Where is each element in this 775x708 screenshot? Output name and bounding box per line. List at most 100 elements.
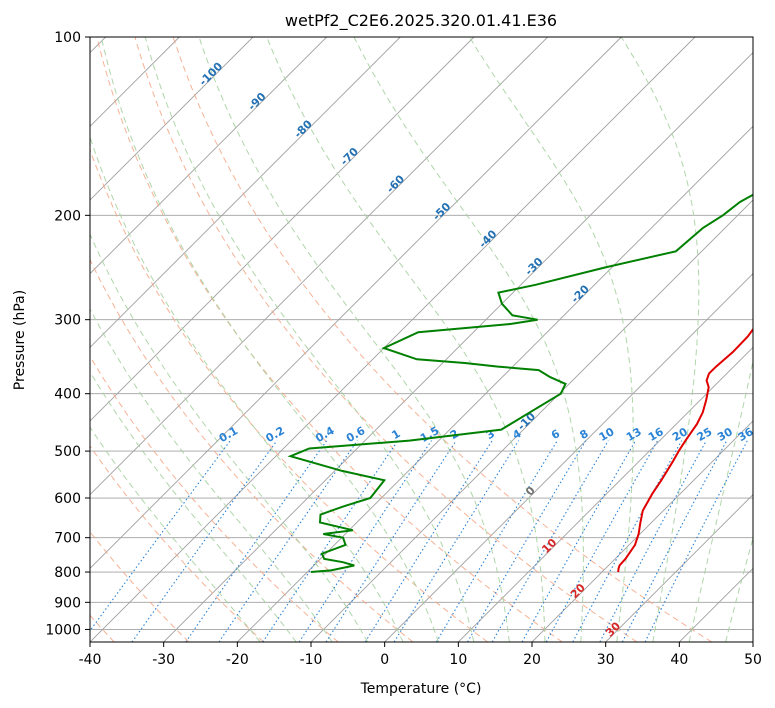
y-axis-ticks: 100 200 300 400 500 600 700 800 900 1000 (45, 30, 90, 638)
moist-adiabat-line (90, 370, 297, 642)
isotherm-label: -50 (430, 200, 453, 223)
isotherm-line (679, 567, 753, 642)
mixing-ratio-label: 10 (597, 425, 617, 444)
mixing-ratio-label: 3 (484, 427, 497, 442)
moist-adiabat-line (90, 232, 369, 642)
moist-adiabat-line (620, 37, 700, 642)
dry-adiabat-line (134, 37, 638, 642)
x-axis-label: Temperature (°C) (360, 681, 482, 697)
mixing-ratio-label: 0.4 (313, 424, 337, 445)
profile-series (287, 193, 753, 573)
isotherm-line (531, 420, 753, 642)
isotherm-label: -40 (476, 227, 499, 250)
isotherm-label: -30 (522, 255, 545, 278)
isotherm-label: 30 (603, 619, 623, 639)
y-tick-label: 800 (54, 565, 81, 581)
isotherms (90, 37, 753, 642)
dry-adiabat-line (90, 148, 488, 642)
moist-adiabat-line (198, 37, 510, 642)
mixing-ratio-label: 36 (736, 425, 756, 444)
x-tick-label: 10 (449, 652, 467, 668)
isotherm-label: 10 (539, 536, 559, 556)
mixing-ratio-line (621, 440, 728, 642)
isotherm-line (90, 37, 254, 201)
plot-area: 0.1 0.2 0.4 0.6 1 1.5 2 3 4 6 8 10 13 16 20 25 30 36 -100… (90, 37, 756, 673)
y-tick-label: 400 (54, 387, 81, 403)
mixing-ratio-line (545, 440, 659, 642)
y-tick-label: 200 (54, 208, 81, 224)
x-tick-label: -30 (152, 652, 175, 668)
mixing-ratio-line (491, 440, 609, 642)
dry-adiabat-line (96, 37, 563, 642)
mixing-ratio-lines (90, 440, 748, 642)
mixing-ratio-label: 13 (624, 425, 644, 444)
mixing-ratio-line (467, 440, 587, 642)
dry-adiabat-line (90, 531, 190, 642)
x-tick-label: 20 (523, 652, 541, 668)
isotherm-label: 20 (568, 581, 588, 601)
moist-adiabat-line (688, 358, 753, 642)
mixing-ratio-label: 6 (549, 427, 562, 442)
mixing-ratio-label: 8 (577, 427, 590, 442)
chart-title: wetPf2_C2E6.2025.320.01.41.E36 (285, 11, 557, 31)
dry-adiabat-line (90, 258, 414, 642)
mixing-ratio-label: 25 (695, 425, 715, 444)
isotherm-line (90, 37, 401, 348)
isotherm-line (752, 641, 753, 642)
y-tick-label: 300 (54, 313, 81, 329)
isotherm-label: 40 (643, 653, 663, 673)
dry-adiabats (90, 37, 712, 642)
isotherm-label: -70 (338, 145, 361, 168)
moist-adiabat-line (90, 135, 404, 642)
mixing-ratio-line (90, 440, 231, 632)
isotherm-line (90, 37, 475, 422)
isotherm-line (90, 37, 696, 642)
x-tick-label: -40 (79, 652, 102, 668)
moist-adiabat-line (100, 37, 439, 642)
dry-adiabat-line (172, 37, 712, 642)
y-axis-label: Pressure (hPa) (12, 290, 28, 390)
x-axis-ticks: -40 -30 -20 -10 0 10 20 30 40 50 (79, 642, 762, 668)
isotherm-line (237, 125, 753, 642)
moist-adiabat-line (90, 426, 261, 642)
x-tick-label: 50 (744, 652, 762, 668)
temperature-profile-line (617, 327, 753, 573)
y-tick-label: 600 (54, 491, 81, 507)
isotherm-line (384, 273, 753, 642)
x-tick-label: 0 (380, 652, 389, 668)
mixing-ratio-label: 16 (646, 425, 666, 444)
dry-adiabat-line (90, 445, 264, 642)
moist-adiabat-line (725, 536, 753, 642)
moist-adiabat-line (353, 37, 584, 642)
dewpoint-profile-line (287, 193, 753, 573)
y-tick-label: 100 (54, 30, 81, 46)
isotherm-label: -80 (292, 117, 315, 140)
isotherm-label: -60 (384, 172, 407, 195)
mixing-ratio-line (521, 440, 637, 642)
isotherm-line (90, 37, 622, 569)
y-tick-label: 700 (54, 531, 81, 547)
moist-adiabat-line (90, 308, 333, 642)
mixing-ratio-label: 0.2 (263, 424, 286, 445)
x-tick-label: -20 (226, 652, 249, 668)
mixing-ratio-label: 30 (715, 425, 735, 444)
isotherm-line (163, 52, 753, 642)
isotherm-line (90, 37, 548, 496)
mixing-ratio-line (131, 440, 278, 642)
isotherm-label: -90 (245, 90, 268, 113)
mixing-ratio-line (364, 440, 493, 642)
mixing-ratio-line (572, 440, 683, 642)
mixing-ratio-line (218, 440, 358, 642)
isobar-gridlines (90, 37, 753, 630)
isotherm-line (458, 346, 753, 642)
mixing-ratio-label: 1 (390, 427, 403, 442)
mixing-ratio-line (325, 440, 457, 642)
isotherm-line (310, 199, 753, 642)
moist-adiabats (90, 37, 753, 642)
mixing-ratio-line (185, 440, 328, 642)
x-tick-label: 30 (597, 652, 615, 668)
y-tick-label: 1000 (45, 622, 81, 638)
y-tick-label: 500 (54, 444, 81, 460)
mixing-ratio-line (262, 440, 399, 642)
